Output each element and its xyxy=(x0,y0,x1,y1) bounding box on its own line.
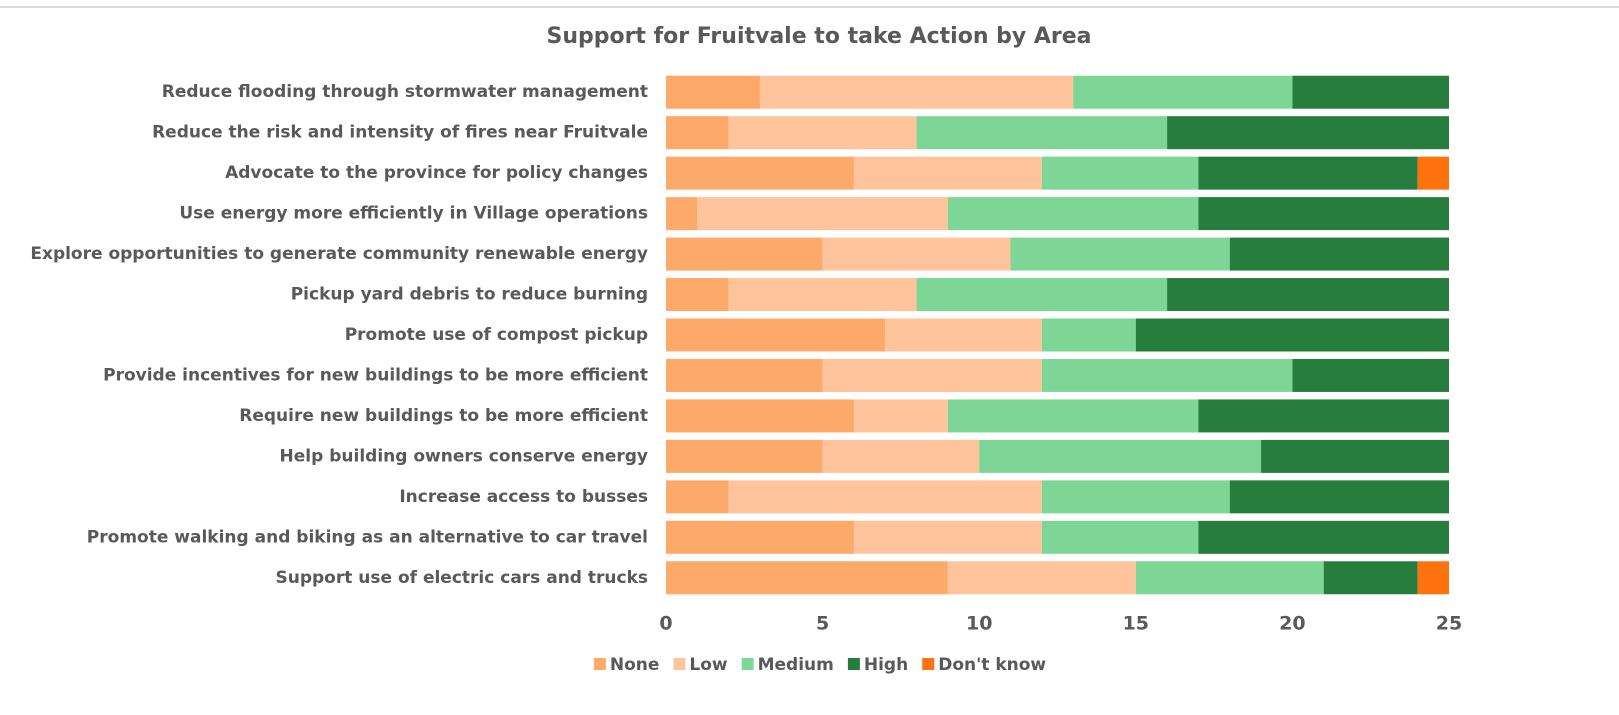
bar-segment xyxy=(979,439,1262,473)
bar-segment xyxy=(666,318,886,352)
x-tick-label: 10 xyxy=(966,613,992,635)
y-tick-label: Pickup yard debris to reduce burning xyxy=(291,285,648,305)
bar-segment xyxy=(666,561,948,595)
y-tick-label: Advocate to the province for policy chan… xyxy=(225,163,648,183)
y-tick-label: Support use of electric cars and trucks xyxy=(276,568,649,588)
bar-segment xyxy=(1167,116,1449,150)
x-tick-label: 5 xyxy=(816,613,829,635)
y-tick-label: Reduce flooding through stormwater manag… xyxy=(162,82,648,102)
legend-swatch xyxy=(741,658,754,670)
bar-segment xyxy=(759,75,1074,109)
bar-segment xyxy=(1167,278,1449,312)
legend-label: Medium xyxy=(758,655,834,675)
bar-segment xyxy=(666,197,698,231)
bar-segment xyxy=(666,480,729,514)
y-tick-label: Explore opportunities to generate commun… xyxy=(30,244,648,264)
legend-swatch xyxy=(922,658,935,670)
bar-segment xyxy=(1073,75,1293,109)
x-tick-label: 25 xyxy=(1436,613,1462,635)
y-tick-label: Provide incentives for new buildings to … xyxy=(103,365,648,385)
legend-label: Low xyxy=(689,655,728,675)
x-tick-label: 15 xyxy=(1123,613,1149,635)
legend-swatch xyxy=(593,658,606,670)
bar-segment xyxy=(1041,520,1199,554)
bar-segment xyxy=(666,237,823,271)
bar-segment xyxy=(1041,358,1293,392)
chart-title: Support for Fruitvale to take Action by … xyxy=(546,24,1091,49)
bar-segment xyxy=(1417,156,1449,190)
bar-segment xyxy=(822,237,1011,271)
bar-segment xyxy=(947,197,1199,231)
bar-segment xyxy=(1041,156,1199,190)
bar-segment xyxy=(728,116,917,150)
bar-segment xyxy=(697,197,948,231)
bar-segment xyxy=(1292,75,1449,109)
bar-segment xyxy=(1261,439,1449,473)
bar-segment xyxy=(916,116,1168,150)
bar-segment xyxy=(916,278,1168,312)
bar-segment xyxy=(666,358,823,392)
legend-label: Don't know xyxy=(938,655,1046,675)
bar-segment xyxy=(1229,480,1449,514)
bar-segment xyxy=(1323,561,1418,595)
bar-segment xyxy=(666,439,823,473)
legend-label: High xyxy=(864,655,908,675)
y-tick-label: Use energy more efficiently in Village o… xyxy=(179,204,648,224)
bar-segment xyxy=(822,358,1042,392)
y-tick-label: Promote use of compost pickup xyxy=(345,325,648,345)
bar-segment xyxy=(666,75,760,109)
bar-segment xyxy=(666,520,854,554)
y-tick-label: Promote walking and biking as an alterna… xyxy=(87,527,648,547)
bar-segment xyxy=(1135,318,1449,352)
bar-segment xyxy=(1198,156,1418,190)
bar-segment xyxy=(1010,237,1230,271)
bar-segment xyxy=(822,439,980,473)
bar-segment xyxy=(947,399,1199,433)
bar-segment xyxy=(853,520,1042,554)
y-tick-label: Help building owners conserve energy xyxy=(280,446,648,466)
bar-segment xyxy=(1135,561,1324,595)
bar-segment xyxy=(853,156,1042,190)
x-tick-label: 0 xyxy=(659,613,672,635)
bar-segment xyxy=(666,399,854,433)
bar-segment xyxy=(885,318,1042,352)
bar-segment xyxy=(666,116,729,150)
y-tick-label: Require new buildings to be more efficie… xyxy=(239,406,648,426)
bar-segment xyxy=(1041,480,1230,514)
bar-segment xyxy=(666,156,854,190)
bar-segment xyxy=(1041,318,1136,352)
bar-segment xyxy=(1198,197,1449,231)
y-tick-label: Increase access to busses xyxy=(399,487,648,507)
bar-segment xyxy=(728,480,1042,514)
bar-segment xyxy=(1417,561,1449,595)
bar-segment xyxy=(728,278,917,312)
bar-segment xyxy=(947,561,1136,595)
x-tick-label: 20 xyxy=(1279,613,1305,635)
bar-segment xyxy=(853,399,948,433)
legend-label: None xyxy=(610,655,660,675)
bar-segment xyxy=(1292,358,1449,392)
bar-segment xyxy=(1229,237,1449,271)
y-tick-label: Reduce the risk and intensity of fires n… xyxy=(152,123,648,143)
legend-swatch xyxy=(847,658,860,670)
bar-segment xyxy=(1198,520,1449,554)
bar-segment xyxy=(666,278,729,312)
bar-segment xyxy=(1198,399,1449,433)
legend-swatch xyxy=(673,658,686,670)
